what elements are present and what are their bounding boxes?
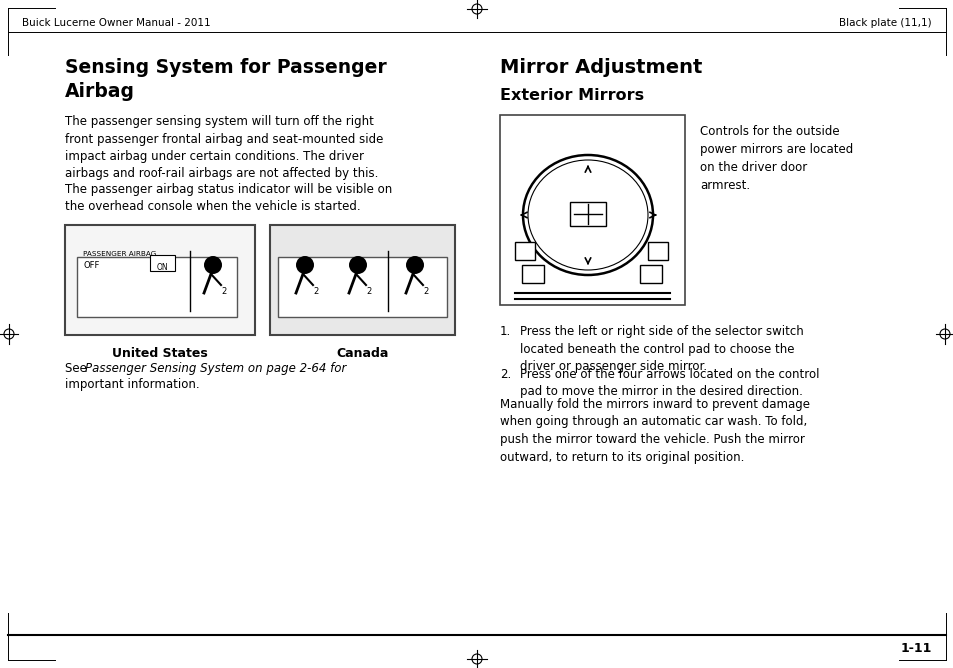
Bar — [277, 257, 447, 317]
Circle shape — [295, 256, 314, 274]
Text: Mirror Adjustment: Mirror Adjustment — [499, 58, 701, 77]
Text: Controls for the outside
power mirrors are located
on the driver door
armrest.: Controls for the outside power mirrors a… — [700, 125, 852, 192]
Bar — [270, 225, 455, 335]
Text: Airbag: Airbag — [65, 82, 135, 101]
Bar — [150, 255, 174, 271]
Text: Buick Lucerne Owner Manual - 2011: Buick Lucerne Owner Manual - 2011 — [22, 18, 211, 28]
Text: 2: 2 — [422, 287, 428, 296]
Text: Press one of the four arrows located on the control
pad to move the mirror in th: Press one of the four arrows located on … — [519, 368, 819, 399]
Text: Canada: Canada — [336, 347, 388, 360]
Bar — [65, 225, 254, 335]
Text: 1.: 1. — [499, 325, 511, 338]
Text: Passenger Sensing System on page 2-64 for: Passenger Sensing System on page 2-64 fo… — [85, 362, 346, 375]
Bar — [569, 202, 605, 226]
Text: 2: 2 — [366, 287, 371, 296]
Circle shape — [349, 256, 367, 274]
Bar — [499, 115, 684, 305]
Circle shape — [406, 256, 423, 274]
Text: OFF: OFF — [83, 261, 99, 270]
Text: Exterior Mirrors: Exterior Mirrors — [499, 88, 643, 103]
Text: 2: 2 — [221, 287, 226, 296]
Text: Press the left or right side of the selector switch
located beneath the control : Press the left or right side of the sele… — [519, 325, 803, 373]
Circle shape — [204, 256, 222, 274]
Text: Black plate (11,1): Black plate (11,1) — [839, 18, 931, 28]
Text: 1-11: 1-11 — [900, 642, 931, 655]
Text: Sensing System for Passenger: Sensing System for Passenger — [65, 58, 386, 77]
Text: See: See — [65, 362, 91, 375]
Text: 2: 2 — [313, 287, 318, 296]
Text: ON: ON — [156, 263, 168, 272]
Text: Manually fold the mirrors inward to prevent damage
when going through an automat: Manually fold the mirrors inward to prev… — [499, 398, 809, 464]
Bar — [77, 257, 236, 317]
Text: The passenger sensing system will turn off the right
front passenger frontal air: The passenger sensing system will turn o… — [65, 115, 383, 180]
Text: United States: United States — [112, 347, 208, 360]
Text: 2.: 2. — [499, 368, 511, 381]
Bar — [639, 265, 661, 283]
Text: PASSENGER AIRBAG: PASSENGER AIRBAG — [83, 251, 156, 257]
Bar — [521, 265, 543, 283]
Bar — [647, 242, 667, 260]
Text: important information.: important information. — [65, 378, 199, 391]
Bar — [515, 242, 535, 260]
Text: The passenger airbag status indicator will be visible on
the overhead console wh: The passenger airbag status indicator wi… — [65, 183, 392, 214]
